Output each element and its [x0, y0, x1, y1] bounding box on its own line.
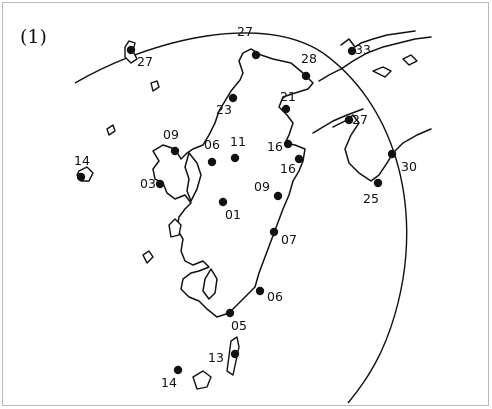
- awaji-island: [402, 54, 418, 66]
- range-circle: [74, 32, 408, 404]
- station-dot: [170, 146, 180, 156]
- stations-layer: 27 27 28 33 21 23 27 09 06 11 16 16 14 03 09 30 25 01 07 06…: [74, 24, 417, 390]
- station-value-label: 11: [230, 134, 246, 149]
- station-value-label: 21: [280, 89, 296, 104]
- station-dot: [273, 191, 283, 201]
- hirado-island: [106, 124, 116, 136]
- yakushima-island: [192, 370, 212, 390]
- station-dot: [228, 93, 238, 103]
- amakusa-island: [168, 218, 182, 238]
- station-value-label: 14: [74, 153, 90, 168]
- station-value-label: 25: [363, 191, 379, 206]
- station-value-label: 05: [231, 318, 247, 333]
- station-dot: [281, 104, 291, 114]
- station-value-label: 06: [204, 137, 220, 152]
- station-value-label: 27: [352, 112, 368, 127]
- station-dot: [294, 154, 304, 164]
- koshiki-island: [142, 250, 154, 264]
- station-value-label: 27: [237, 24, 253, 39]
- station-value-label: 09: [163, 127, 179, 142]
- station-value-label: 06: [267, 289, 283, 304]
- station-dot: [76, 172, 86, 182]
- station-dot: [218, 197, 228, 207]
- seto-island: [372, 66, 392, 78]
- station-dot: [251, 50, 261, 60]
- station-value-label: 14: [161, 375, 177, 390]
- station-dot: [347, 46, 357, 56]
- station-dot: [173, 365, 183, 375]
- figure-label: (1): [20, 26, 47, 48]
- station-value-label: 30: [401, 159, 417, 174]
- station-value-label: 09: [254, 179, 270, 194]
- station-dot: [155, 179, 165, 189]
- station-value-label: 27: [137, 54, 153, 69]
- station-value-label: 16: [280, 161, 296, 176]
- shikoku-west: [312, 108, 364, 134]
- station-dot: [269, 227, 279, 237]
- station-dot: [255, 286, 265, 296]
- station-value-label: 07: [281, 232, 297, 247]
- station-dot: [230, 349, 240, 359]
- station-dot: [230, 153, 240, 163]
- station-dot: [301, 71, 311, 81]
- shikoku-outline: [332, 114, 432, 182]
- map-canvas: 27 27 28 33 21 23 27 09 06 11 16 16 14 03 09 30 25 01 07 06…: [74, 24, 432, 404]
- station-value-label: 13: [208, 350, 224, 365]
- iki-island: [150, 80, 160, 92]
- map-frame: (1) 27 27 28 33 21 23 27 09 06 11 16 16 14 03 09 30 25 01…: [2, 2, 489, 406]
- station-value-label: 33: [355, 42, 371, 57]
- honshu-coast: [340, 30, 416, 48]
- kyushu-outline: [152, 48, 314, 318]
- station-dot: [126, 45, 136, 55]
- station-value-label: 01: [225, 207, 241, 222]
- ariake-bay: [184, 152, 202, 202]
- station-value-label: 03: [140, 176, 156, 191]
- station-dot: [283, 139, 293, 149]
- station-value-label: 28: [301, 51, 317, 66]
- station-dot: [225, 308, 235, 318]
- station-dot: [373, 178, 383, 188]
- honshu-outline: [318, 36, 432, 82]
- station-dot: [344, 115, 354, 125]
- station-dot: [387, 149, 397, 159]
- station-value-label: 16: [267, 139, 283, 154]
- kagoshima-bay: [202, 268, 218, 300]
- station-dot: [207, 157, 217, 167]
- station-value-label: 23: [216, 102, 232, 117]
